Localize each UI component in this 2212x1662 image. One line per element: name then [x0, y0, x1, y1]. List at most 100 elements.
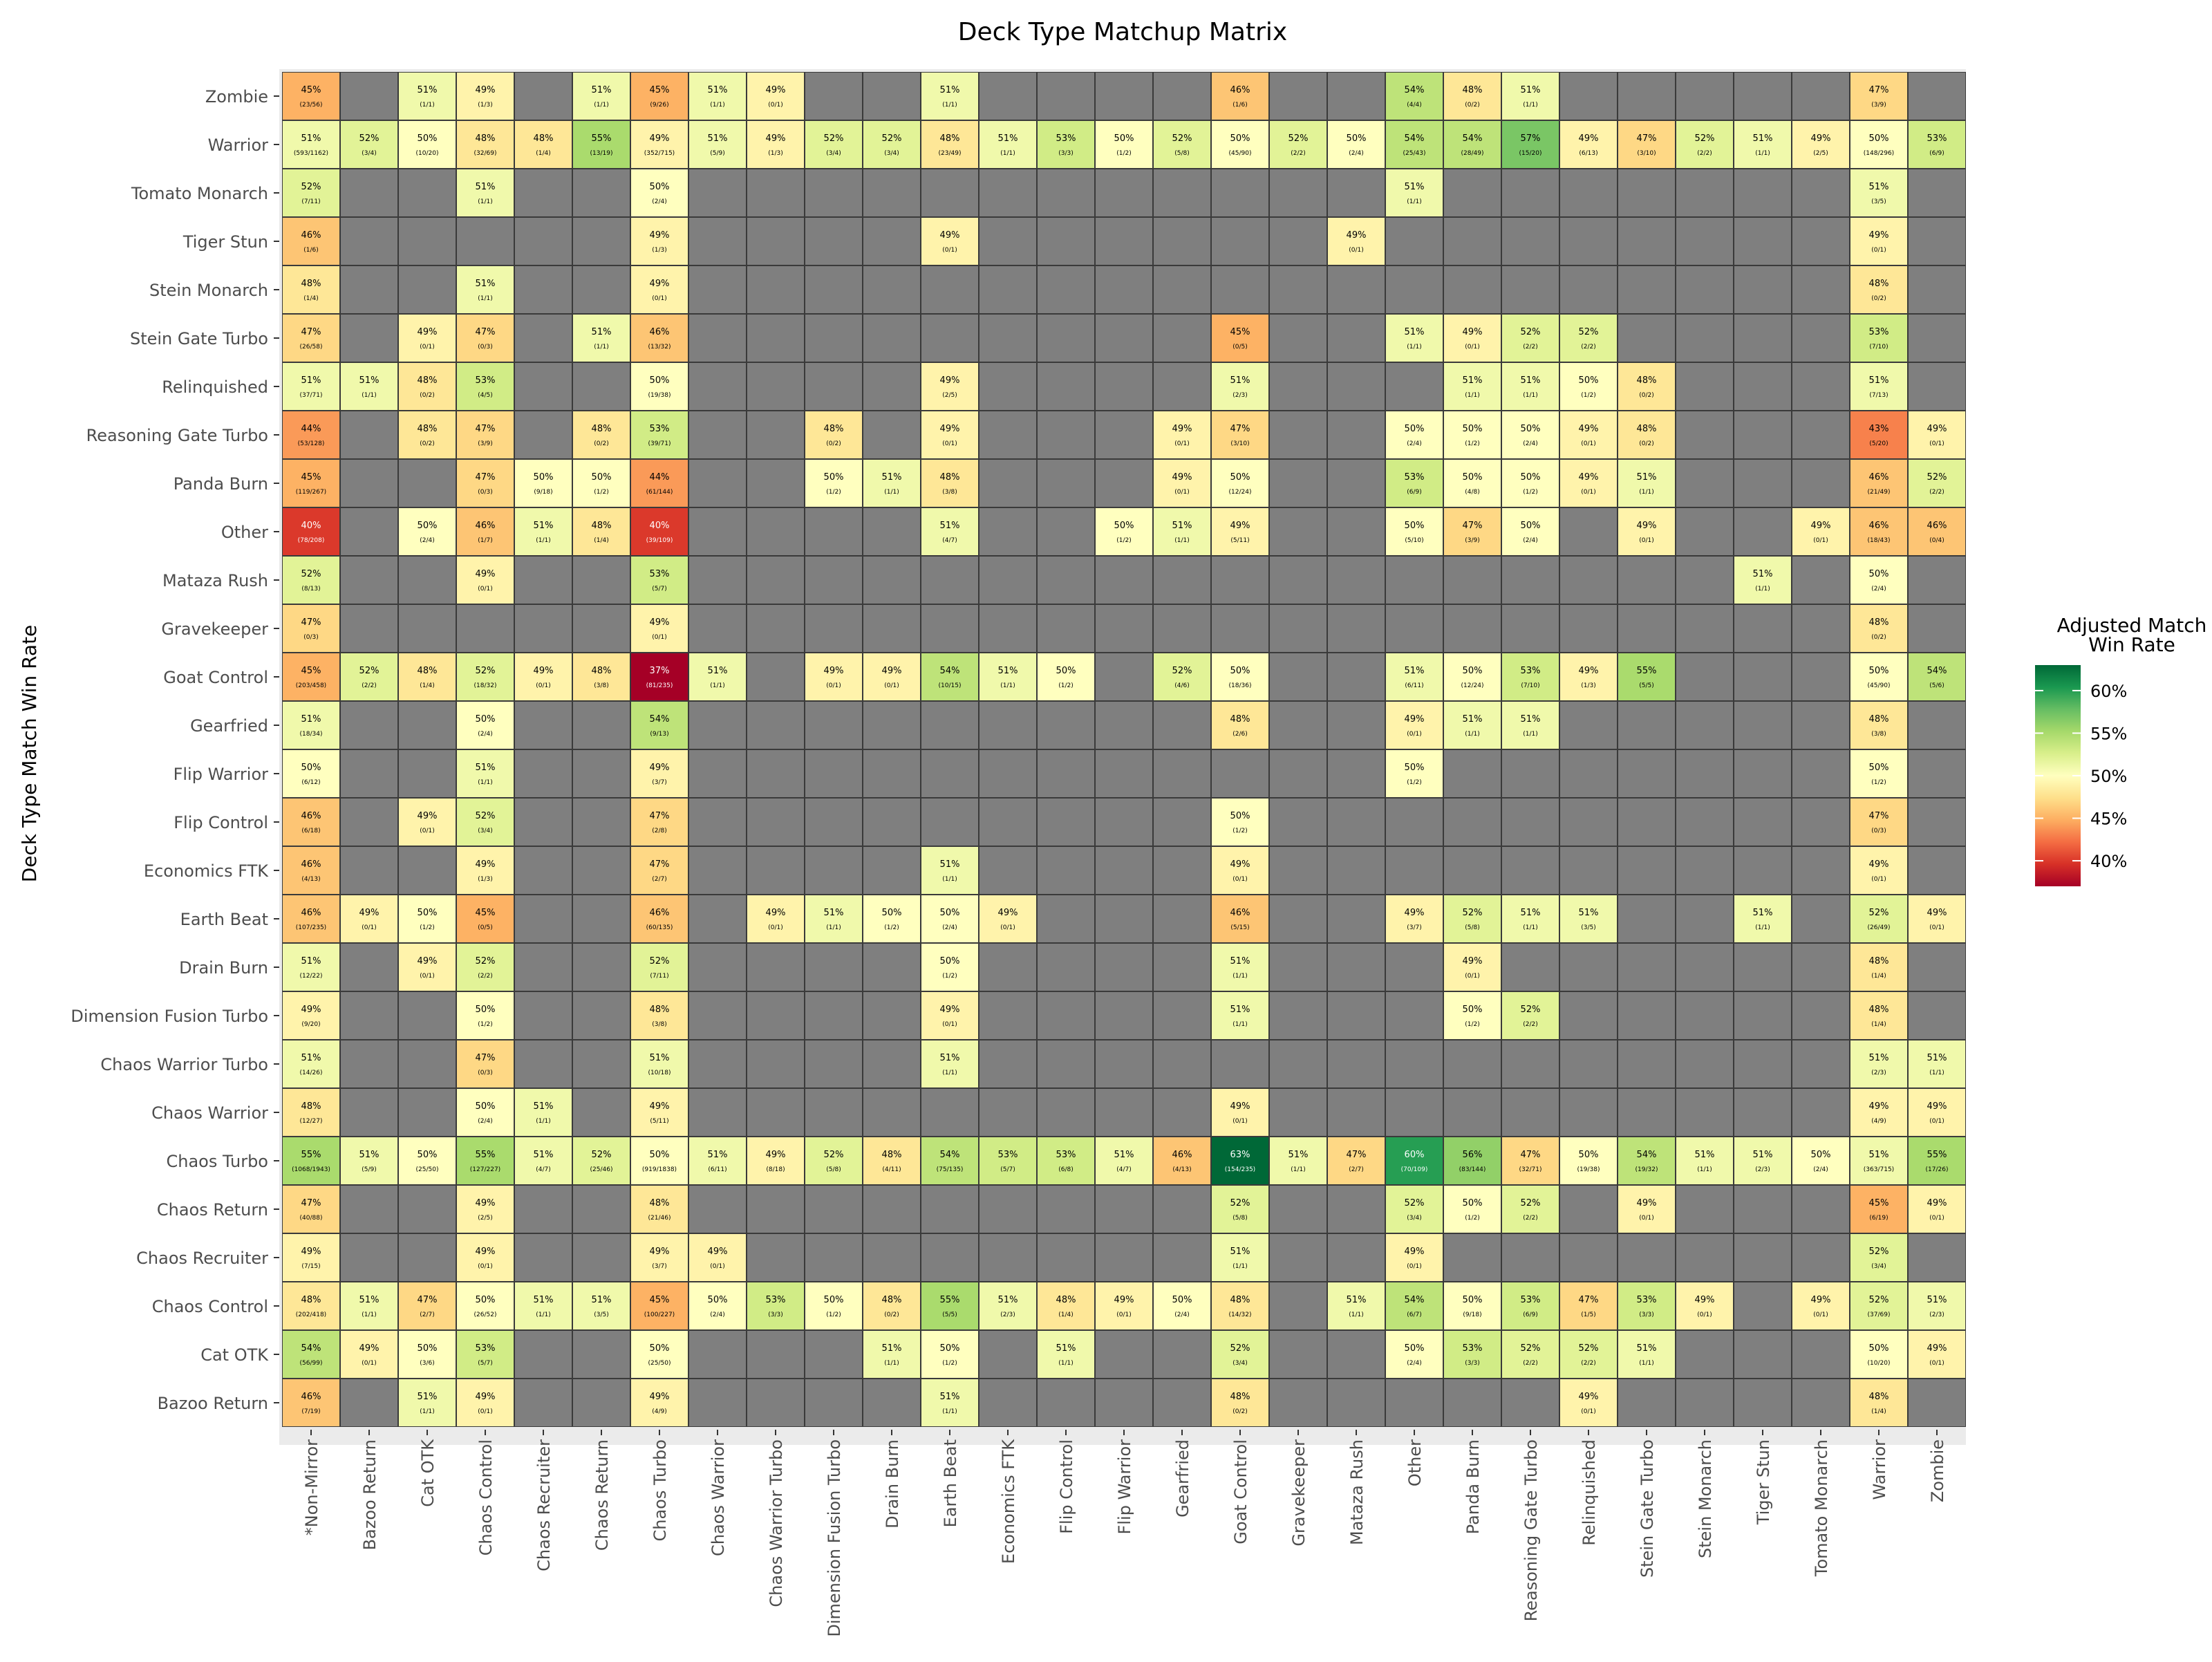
cell-value-label: 44% — [301, 424, 321, 434]
cell-value-label: 48% — [1869, 714, 1889, 725]
cell-value-label: 49% — [650, 1392, 670, 1402]
cell-value-label: 40% — [650, 521, 670, 531]
cell-record-label: (1/1) — [1232, 1263, 1248, 1270]
cell-record-label: (3/4) — [1232, 1360, 1248, 1367]
empty-cell — [1734, 169, 1792, 217]
cell-value-label: 51% — [708, 1150, 728, 1160]
cell-value-label: 51% — [418, 85, 438, 95]
y-tick-label: Cat OTK — [200, 1345, 269, 1365]
cell-record-label: (0/2) — [884, 1311, 899, 1318]
cell-record-label: (1/1) — [1639, 489, 1654, 496]
cell-value-label: 47% — [301, 617, 321, 628]
empty-cell — [1501, 1040, 1559, 1088]
cell-warrior-vs-drain-burn — [863, 120, 921, 169]
empty-cell — [572, 265, 630, 314]
empty-cell — [340, 846, 398, 895]
cell-value-label: 51% — [940, 521, 960, 531]
cell-value-label: 49% — [708, 1246, 728, 1257]
empty-cell — [1734, 1040, 1792, 1088]
cell-record-label: (1/3) — [1581, 682, 1596, 689]
empty-cell — [1153, 1379, 1211, 1427]
cell-stein-gate-turbo-vs-non-mirror — [282, 314, 340, 362]
cell-record-label: (1/2) — [1465, 1021, 1480, 1028]
empty-cell — [1792, 991, 1850, 1040]
cell-chaos-turbo-vs-mataza-rush — [1327, 1137, 1385, 1185]
cell-record-label: (25/46) — [590, 1166, 613, 1173]
cell-value-label: 55% — [940, 1295, 960, 1305]
cell-dimension-fusion-turbo-vs-panda-burn — [1443, 991, 1501, 1040]
cell-value-label: 49% — [1172, 472, 1192, 483]
cell-record-label: (4/7) — [1116, 1166, 1132, 1173]
empty-cell — [1037, 265, 1095, 314]
cell-earth-beat-vs-dimension-fusion-turbo — [805, 895, 863, 943]
cell-record-label: (0/4) — [1929, 537, 1944, 544]
cell-record-label: (1/1) — [1523, 392, 1538, 399]
empty-cell — [514, 991, 572, 1040]
cell-chaos-control-vs-earth-beat — [921, 1282, 979, 1330]
cell-stein-gate-turbo-vs-chaos-turbo — [630, 314, 688, 362]
cell-goat-control-vs-chaos-recruiter — [514, 653, 572, 701]
cell-earth-beat-vs-other — [1385, 895, 1443, 943]
heatmap-cells — [282, 72, 1966, 1427]
cell-record-label: (363/715) — [1864, 1166, 1894, 1173]
cell-value-label: 51% — [418, 1392, 438, 1402]
x-tick-label: Zombie — [1928, 1439, 1947, 1502]
cell-chaos-return-vs-chaos-turbo — [630, 1185, 688, 1233]
cell-warrior-vs-chaos-control — [456, 120, 514, 169]
cell-value-label: 48% — [418, 666, 438, 676]
cell-record-label: (10/18) — [648, 1070, 671, 1076]
empty-cell — [340, 798, 398, 846]
cell-value-label: 51% — [534, 521, 554, 531]
cell-chaos-control-vs-panda-burn — [1443, 1282, 1501, 1330]
cell-chaos-turbo-vs-goat-control — [1211, 1137, 1269, 1185]
cell-record-label: (3/3) — [1639, 1311, 1654, 1318]
cell-gravekeeper-vs-warrior — [1850, 604, 1908, 653]
cell-record-label: (1/4) — [1871, 1408, 1886, 1415]
cell-value-label: 53% — [476, 1343, 496, 1354]
cell-reasoning-gate-turbo-vs-dimension-fusion-turbo — [805, 411, 863, 459]
cell-value-label: 50% — [1869, 1343, 1889, 1354]
cell-value-label: 43% — [1869, 424, 1889, 434]
y-tick-label: Chaos Warrior — [151, 1103, 268, 1123]
cell-chaos-recruiter-vs-chaos-control — [456, 1233, 514, 1282]
cell-chaos-control-vs-reasoning-gate-turbo — [1501, 1282, 1559, 1330]
cell-panda-burn-vs-panda-burn — [1443, 459, 1501, 507]
empty-cell — [805, 1040, 863, 1088]
y-tick-label: Flip Warrior — [174, 765, 269, 784]
empty-cell — [747, 556, 805, 604]
cell-record-label: (12/22) — [300, 973, 323, 980]
cell-record-label: (4/11) — [882, 1166, 901, 1173]
cell-value-label: 46% — [301, 908, 321, 918]
cell-value-label: 50% — [1114, 133, 1134, 144]
cell-gravekeeper-vs-non-mirror — [282, 604, 340, 653]
cell-dimension-fusion-turbo-vs-chaos-control — [456, 991, 514, 1040]
empty-cell — [1095, 265, 1153, 314]
cell-value-label: 51% — [882, 472, 902, 483]
empty-cell — [1443, 169, 1501, 217]
cell-value-label: 49% — [1869, 1101, 1889, 1112]
cell-record-label: (0/2) — [1871, 634, 1886, 641]
cell-value-label: 49% — [650, 763, 670, 773]
cell-panda-burn-vs-relinquished — [1559, 459, 1618, 507]
cell-value-label: 46% — [1172, 1150, 1192, 1160]
cell-record-label: (0/1) — [1465, 344, 1480, 351]
cell-record-label: (1/2) — [826, 1311, 841, 1318]
cell-value-label: 52% — [1521, 327, 1541, 337]
cell-dimension-fusion-turbo-vs-non-mirror — [282, 991, 340, 1040]
cell-gearfried-vs-panda-burn — [1443, 701, 1501, 749]
cell-value-label: 49% — [1463, 956, 1483, 967]
cell-other-vs-chaos-control — [456, 507, 514, 556]
cell-value-label: 51% — [998, 133, 1018, 144]
cell-value-label: 48% — [1869, 279, 1889, 289]
y-tick-label: Chaos Control — [152, 1297, 268, 1316]
cell-chaos-warrior-vs-goat-control — [1211, 1088, 1269, 1137]
empty-cell — [1153, 1040, 1211, 1088]
cell-record-label: (2/4) — [1523, 440, 1538, 447]
cell-value-label: 54% — [1405, 133, 1425, 144]
cell-value-label: 52% — [1405, 1198, 1425, 1208]
cell-value-label: 53% — [1405, 472, 1425, 483]
cell-panda-burn-vs-gearfried — [1153, 459, 1211, 507]
empty-cell — [979, 314, 1037, 362]
chart-title: Deck Type Matchup Matrix — [958, 18, 1287, 46]
cell-record-label: (1/2) — [1871, 779, 1886, 786]
